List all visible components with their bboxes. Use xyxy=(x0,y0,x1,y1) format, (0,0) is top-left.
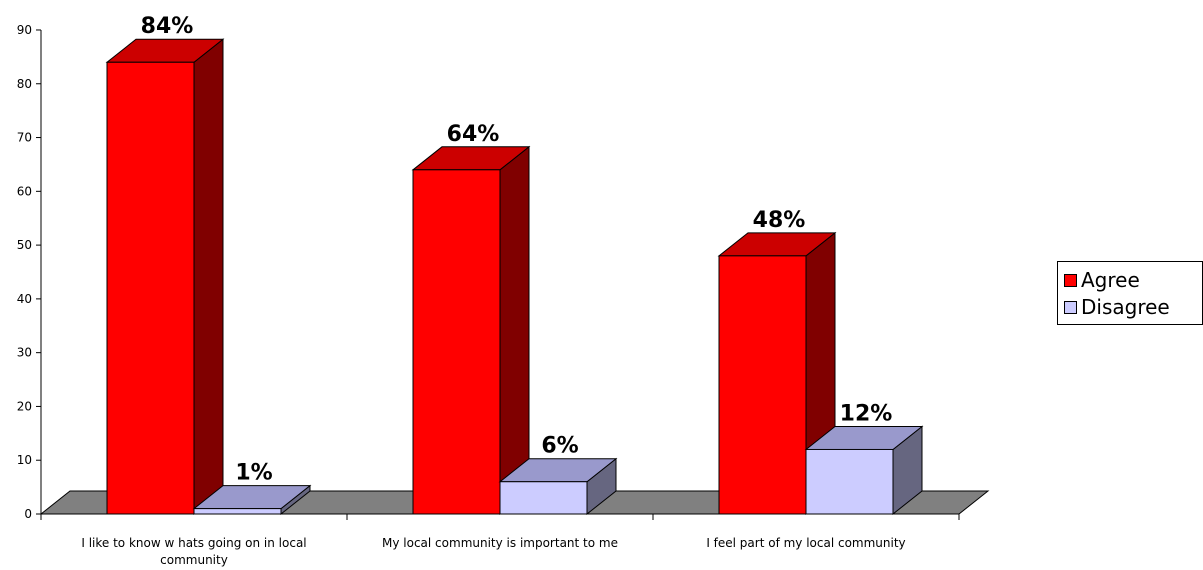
x-category-label: community xyxy=(160,553,228,567)
bar xyxy=(718,255,807,515)
data-label: 1% xyxy=(235,461,272,486)
x-category-label: I like to know w hats going on in local xyxy=(81,536,306,550)
data-labels: 84% 1% 64% 6% 48% 12% xyxy=(141,14,893,485)
legend-swatch-agree xyxy=(1064,273,1077,287)
y-tick-label: 90 xyxy=(17,23,32,37)
y-tick-label: 60 xyxy=(17,184,32,198)
data-label: 12% xyxy=(840,401,893,426)
y-tick-label: 0 xyxy=(24,507,32,521)
x-category-label: My local community is important to me xyxy=(382,536,618,550)
legend-item-disagree: Disagree xyxy=(1064,294,1170,320)
bar xyxy=(193,508,282,515)
y-axis: 0 10 20 30 40 50 60 70 80 90 xyxy=(17,23,42,521)
data-label: 6% xyxy=(541,434,578,459)
data-label: 84% xyxy=(141,14,194,39)
legend-label-agree: Agree xyxy=(1081,268,1140,292)
y-tick-label: 80 xyxy=(17,77,32,91)
legend-label-disagree: Disagree xyxy=(1081,295,1170,319)
data-label: 64% xyxy=(447,122,500,147)
legend: Agree Disagree xyxy=(1057,261,1203,325)
y-tick-label: 20 xyxy=(17,399,32,413)
data-label: 48% xyxy=(753,208,806,233)
y-tick-label: 30 xyxy=(17,346,32,360)
y-tick-label: 10 xyxy=(17,453,32,467)
y-tick-label: 40 xyxy=(17,292,32,306)
bar xyxy=(106,61,195,515)
bar-side xyxy=(499,145,530,516)
y-tick-label: 50 xyxy=(17,238,32,252)
legend-item-agree: Agree xyxy=(1064,267,1140,293)
x-category-label: I feel part of my local community xyxy=(706,536,905,550)
x-axis: I like to know w hats going on in local c… xyxy=(40,513,960,567)
bar xyxy=(805,448,894,515)
legend-swatch-disagree xyxy=(1064,300,1077,314)
bar-side xyxy=(193,38,224,516)
bar-area xyxy=(105,38,924,516)
bar xyxy=(499,481,588,515)
bar xyxy=(412,169,501,515)
y-tick-label: 70 xyxy=(17,131,32,145)
